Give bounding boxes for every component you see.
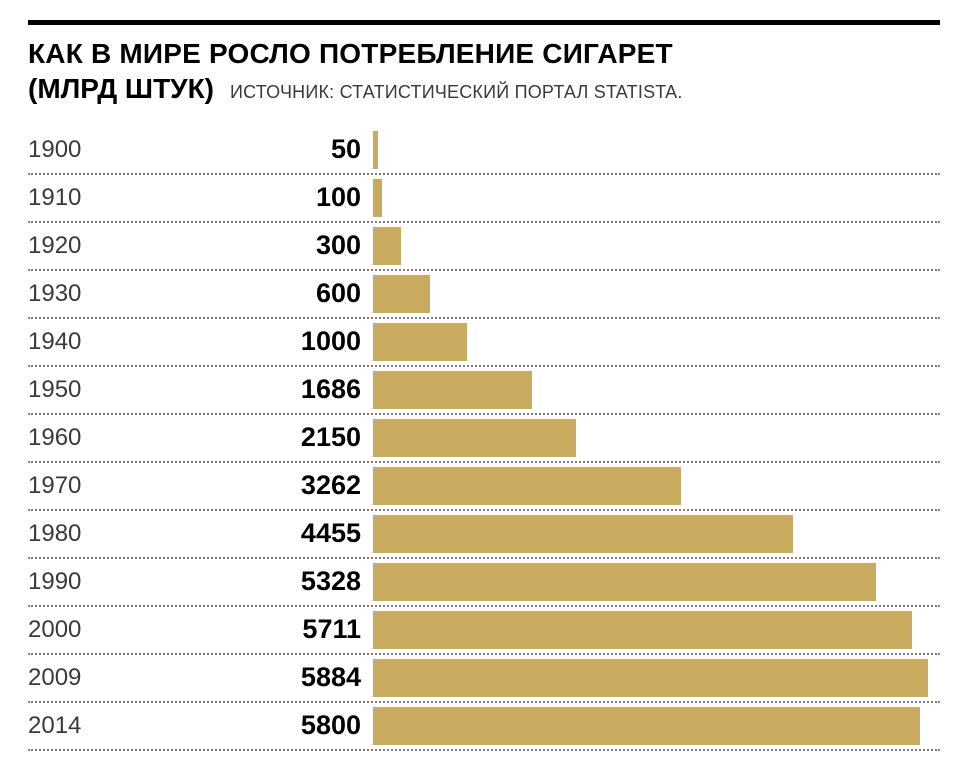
bar: [373, 275, 430, 313]
bar-wrap: [373, 511, 940, 557]
bar: [373, 419, 576, 457]
bar: [373, 227, 401, 265]
bar: [373, 563, 876, 601]
bar: [373, 179, 382, 217]
value-label: 300: [108, 230, 373, 261]
year-label: 1960: [28, 424, 108, 452]
value-label: 1686: [108, 374, 373, 405]
bar-wrap: [373, 703, 940, 749]
value-label: 5711: [108, 614, 373, 645]
title-line1: КАК В МИРЕ РОСЛО ПОТРЕБЛЕНИЕ СИГАРЕТ: [28, 39, 940, 70]
source-label: ИСТОЧНИК: СТАТИСТИЧЕСКИЙ ПОРТАЛ STATISTA…: [230, 82, 683, 103]
title-line2: (МЛРД ШТУК): [28, 74, 214, 105]
year-label: 2014: [28, 712, 108, 740]
value-label: 100: [108, 182, 373, 213]
value-label: 600: [108, 278, 373, 309]
top-rule: [28, 20, 940, 25]
page: КАК В МИРЕ РОСЛО ПОТРЕБЛЕНИЕ СИГАРЕТ (МЛ…: [0, 0, 968, 778]
year-label: 1980: [28, 520, 108, 548]
bar-wrap: [373, 367, 940, 413]
value-label: 1000: [108, 326, 373, 357]
bar: [373, 371, 532, 409]
bar-wrap: [373, 223, 940, 269]
chart-row: 190050: [28, 127, 940, 173]
bar-wrap: [373, 655, 940, 701]
chart-row: 1930600: [28, 271, 940, 317]
bar-wrap: [373, 319, 940, 365]
bar: [373, 515, 793, 553]
bar-wrap: [373, 415, 940, 461]
value-label: 5800: [108, 710, 373, 741]
year-label: 1950: [28, 376, 108, 404]
value-label: 4455: [108, 518, 373, 549]
bar-wrap: [373, 175, 940, 221]
chart-row: 19804455: [28, 511, 940, 557]
bar-wrap: [373, 607, 940, 653]
bar-wrap: [373, 271, 940, 317]
chart-row: 1910100: [28, 175, 940, 221]
bar: [373, 131, 378, 169]
chart-row: 1920300: [28, 223, 940, 269]
bar: [373, 323, 467, 361]
value-label: 5884: [108, 662, 373, 693]
bar-wrap: [373, 559, 940, 605]
chart-row: 19501686: [28, 367, 940, 413]
year-label: 2009: [28, 664, 108, 692]
bar: [373, 467, 681, 505]
value-label: 2150: [108, 422, 373, 453]
bar: [373, 611, 912, 649]
value-label: 50: [108, 134, 373, 165]
chart-row: 19703262: [28, 463, 940, 509]
bar-chart: 1900501910100192030019306001940100019501…: [28, 127, 940, 751]
row-divider: [28, 749, 940, 751]
bar-wrap: [373, 463, 940, 509]
bar: [373, 707, 920, 745]
year-label: 1900: [28, 136, 108, 164]
value-label: 3262: [108, 470, 373, 501]
year-label: 1920: [28, 232, 108, 260]
value-label: 5328: [108, 566, 373, 597]
chart-row: 19905328: [28, 559, 940, 605]
year-label: 1970: [28, 472, 108, 500]
chart-row: 19401000: [28, 319, 940, 365]
chart-row: 19602150: [28, 415, 940, 461]
bar-wrap: [373, 127, 940, 173]
bar: [373, 659, 928, 697]
year-label: 1990: [28, 568, 108, 596]
chart-row: 20005711: [28, 607, 940, 653]
year-label: 1930: [28, 280, 108, 308]
subtitle-row: (МЛРД ШТУК) ИСТОЧНИК: СТАТИСТИЧЕСКИЙ ПОР…: [28, 74, 940, 105]
year-label: 2000: [28, 616, 108, 644]
year-label: 1910: [28, 184, 108, 212]
chart-row: 20145800: [28, 703, 940, 749]
year-label: 1940: [28, 328, 108, 356]
chart-row: 20095884: [28, 655, 940, 701]
